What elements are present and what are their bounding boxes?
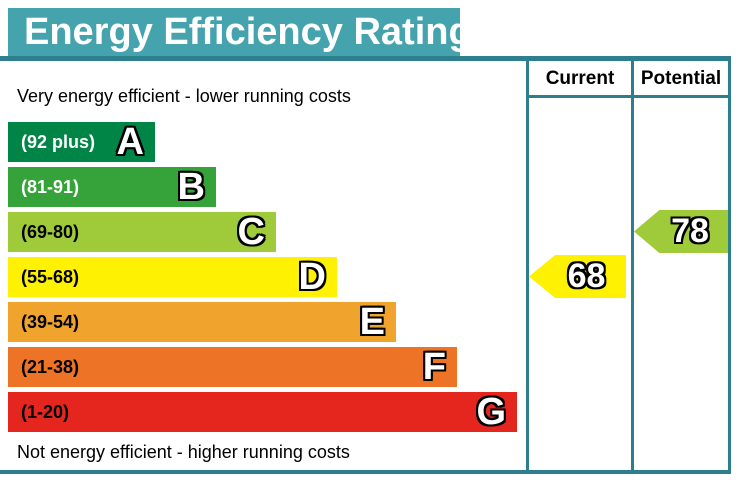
band-g-range-label: (1-20) (21, 401, 70, 422)
current-column-divider (526, 56, 529, 474)
band-c-letter: C (237, 211, 265, 253)
chart-frame-bottom-border (0, 470, 731, 474)
band-c-bar: (69-80) C (8, 212, 276, 252)
top-caption: Very energy efficient - lower running co… (17, 86, 351, 106)
current-rating-arrow: 68 (529, 255, 626, 298)
current-column-header: Current (545, 68, 615, 89)
bottom-caption: Not energy efficient - higher running co… (17, 442, 350, 462)
potential-rating-value: 78 (671, 212, 709, 250)
chart-frame-top-border (0, 56, 731, 61)
band-e-bar: (39-54) E (8, 302, 396, 342)
band-g-letter: G (476, 391, 506, 433)
band-a-bar: (92 plus) A (8, 122, 155, 162)
potential-column-header: Potential (640, 68, 722, 89)
band-a-range-label: (92 plus) (21, 131, 96, 152)
chart-title: Energy Efficiency Rating (24, 11, 472, 53)
band-d-letter: D (298, 256, 326, 298)
band-d-range-label: (55-68) (21, 266, 80, 287)
band-d-bar: (55-68) D (8, 257, 337, 297)
chart-frame-right-border (728, 56, 731, 474)
band-b-range-label: (81-91) (21, 176, 80, 197)
band-a-letter: A (116, 121, 144, 163)
band-b-bar: (81-91) B (8, 167, 216, 207)
chart-title-bar: Energy Efficiency Rating (8, 8, 472, 57)
band-e-letter: E (359, 301, 385, 343)
band-b-letter: B (177, 166, 205, 208)
column-header-underline (526, 95, 731, 98)
current-rating-value: 68 (567, 257, 606, 295)
potential-column-divider (631, 56, 634, 474)
band-f-bar: (21-38) F (8, 347, 457, 387)
potential-rating-arrow: 78 (634, 210, 728, 253)
band-g-bar: (1-20) G (8, 392, 517, 432)
band-c-range-label: (69-80) (21, 221, 80, 242)
band-e-range-label: (39-54) (21, 311, 80, 332)
band-f-letter: F (422, 346, 446, 388)
band-f-range-label: (21-38) (21, 356, 80, 377)
